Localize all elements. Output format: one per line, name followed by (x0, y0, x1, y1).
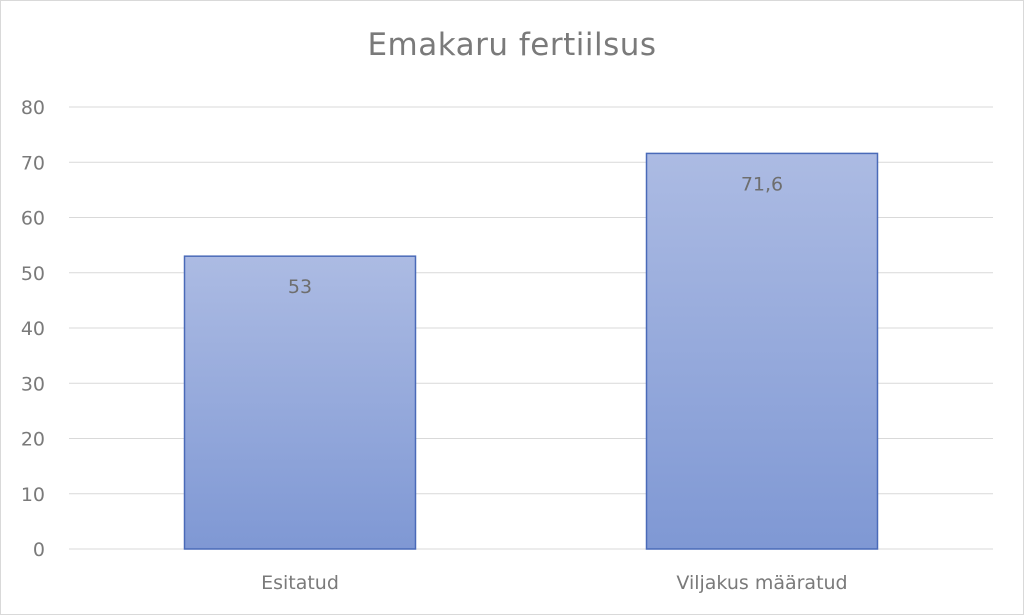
y-tick-label: 0 (33, 539, 45, 561)
y-tick-label: 30 (21, 373, 45, 395)
y-tick-label: 10 (21, 484, 45, 506)
y-tick-label: 80 (21, 97, 45, 119)
bar-1 (183, 255, 417, 550)
y-tick-label: 20 (21, 429, 45, 451)
data-label: 53 (288, 276, 312, 298)
bar-2 (645, 152, 879, 550)
y-tick-label: 40 (21, 318, 45, 340)
bars (183, 152, 879, 550)
data-label: 71,6 (741, 173, 783, 195)
chart-title: Emakaru fertiilsus (367, 27, 657, 63)
x-category-label: Esitatud (261, 572, 339, 594)
y-tick-label: 70 (21, 152, 45, 174)
y-tick-label: 50 (21, 263, 45, 285)
x-category-label: Viljakus määratud (676, 572, 847, 594)
labels: 0 10 20 30 40 50 60 70 80 53 Esitatud 71,6 Viljakus … (21, 97, 848, 594)
y-tick-label: 60 (21, 208, 45, 230)
